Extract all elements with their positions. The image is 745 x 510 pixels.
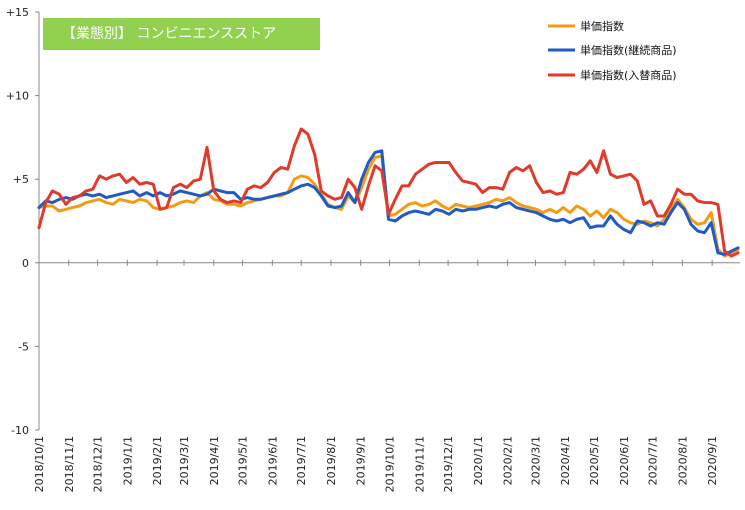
- legend-label: 単価指数(入替商品): [580, 68, 677, 82]
- x-tick-label: 2018/12/1: [92, 436, 105, 492]
- x-tick-label: 2019/8/1: [325, 436, 338, 485]
- x-tick-label: 2019/9/1: [355, 436, 368, 485]
- legend-item: 単価指数(継続商品): [548, 43, 677, 57]
- x-tick-label: 2019/3/1: [178, 436, 191, 485]
- x-tick-label: 2020/4/1: [559, 436, 572, 485]
- x-tick-label: 2020/7/1: [647, 436, 660, 485]
- y-tick-label: 0: [22, 257, 29, 270]
- x-tick-label: 2019/6/1: [266, 436, 279, 485]
- x-tick-label: 2019/11/1: [413, 436, 426, 492]
- y-tick-label: -5: [18, 340, 29, 353]
- x-tick-label: 2020/8/1: [676, 436, 689, 485]
- legend-label: 単価指数: [580, 19, 624, 33]
- x-tick-label: 2019/5/1: [237, 436, 250, 485]
- chart-title: 【業態別】 コンビニエンスストア: [62, 26, 276, 42]
- x-tick-label: 2020/2/1: [502, 436, 515, 485]
- legend-item: 単価指数(入替商品): [548, 68, 677, 82]
- x-tick-label: 2019/10/1: [384, 436, 397, 492]
- series-line-2: [37, 149, 740, 256]
- series-layer: [37, 127, 740, 258]
- x-tick-label: 2020/1/1: [472, 436, 485, 485]
- y-tick-label: -10: [11, 424, 29, 437]
- x-tick-label: 2020/5/1: [588, 436, 601, 485]
- y-tick-label: +5: [13, 173, 29, 186]
- legend-item: 単価指数: [548, 19, 624, 33]
- y-tick-label: +15: [6, 6, 29, 19]
- x-tick-label: 2019/2/1: [151, 436, 164, 485]
- y-axis: +15 +10 +5 0 -5 -10: [6, 6, 39, 437]
- x-tick-label: 2019/7/1: [295, 436, 308, 485]
- y-tick-label: +10: [6, 90, 29, 103]
- x-axis: 2018/10/1 2018/11/1 2018/12/1 2019/1/1 2019/…: [33, 259, 719, 492]
- x-tick-label: 2020/6/1: [618, 436, 631, 485]
- x-tick-label: 2020/3/1: [529, 436, 542, 485]
- chart-title-box: 【業態別】 コンビニエンスストア: [43, 18, 320, 50]
- x-tick-label: 2020/9/1: [706, 436, 719, 485]
- x-tick-label: 2019/12/1: [442, 436, 455, 492]
- x-tick-label: 2018/10/1: [33, 436, 46, 492]
- x-tick-label: 2018/11/1: [63, 436, 76, 492]
- series-line-3: [37, 127, 740, 258]
- x-tick-label: 2019/4/1: [208, 436, 221, 485]
- legend-label: 単価指数(継続商品): [580, 43, 677, 57]
- legend: 単価指数 単価指数(継続商品) 単価指数(入替商品): [548, 19, 677, 82]
- x-tick-label: 2019/1/1: [121, 436, 134, 485]
